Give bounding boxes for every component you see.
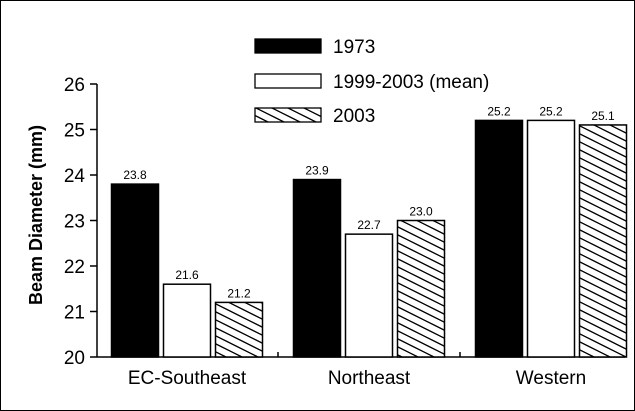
legend-label: 1973 bbox=[333, 37, 375, 58]
bar bbox=[526, 119, 576, 358]
y-tick-label: 23 bbox=[64, 212, 85, 233]
bar bbox=[578, 124, 628, 358]
legend-label: 2003 bbox=[333, 106, 375, 127]
bar bbox=[162, 283, 212, 358]
legend-swatch bbox=[254, 107, 322, 123]
x-category-labels: EC-Southeast Northeast Western bbox=[128, 352, 586, 389]
legend: 1973 1999-2003 (mean) 2003 bbox=[254, 37, 489, 127]
y-tick-label: 20 bbox=[64, 348, 85, 369]
y-tick-label: 21 bbox=[64, 303, 85, 324]
y-tick-label: 24 bbox=[64, 166, 86, 187]
legend-label: 1999-2003 (mean) bbox=[333, 72, 489, 93]
y-ticks: 20 21 22 23 24 25 26 bbox=[64, 75, 97, 369]
x-category-label: Northeast bbox=[328, 368, 411, 389]
bar-value-label: 23.8 bbox=[123, 168, 147, 182]
bar bbox=[474, 119, 524, 358]
bar-value-label: 21.6 bbox=[175, 268, 199, 282]
legend-swatch bbox=[254, 73, 322, 89]
bars: 23.8 21.6 21.2 23.9 22.7 23.0 25.2 25.2 25.1 bbox=[110, 104, 628, 358]
bar bbox=[292, 178, 342, 358]
y-axis-title: Beam Diameter (mm) bbox=[26, 125, 46, 305]
bar bbox=[214, 301, 264, 358]
bar-value-label: 25.1 bbox=[591, 109, 615, 123]
bar bbox=[110, 183, 160, 358]
bar-value-label: 21.2 bbox=[227, 286, 251, 300]
bar-value-label: 23.0 bbox=[409, 205, 433, 219]
x-category-label: EC-Southeast bbox=[128, 368, 247, 389]
bar-value-label: 23.9 bbox=[305, 164, 329, 178]
y-tick-label: 26 bbox=[64, 75, 85, 96]
bar-value-label: 25.2 bbox=[487, 104, 511, 118]
y-tick-label: 25 bbox=[64, 121, 85, 142]
bar bbox=[396, 219, 446, 358]
bar bbox=[344, 233, 394, 358]
legend-swatch bbox=[254, 38, 322, 54]
y-tick-label: 22 bbox=[64, 257, 85, 278]
bar-value-label: 22.7 bbox=[357, 218, 381, 232]
x-category-label: Western bbox=[516, 368, 586, 389]
bar-value-label: 25.2 bbox=[539, 104, 563, 118]
